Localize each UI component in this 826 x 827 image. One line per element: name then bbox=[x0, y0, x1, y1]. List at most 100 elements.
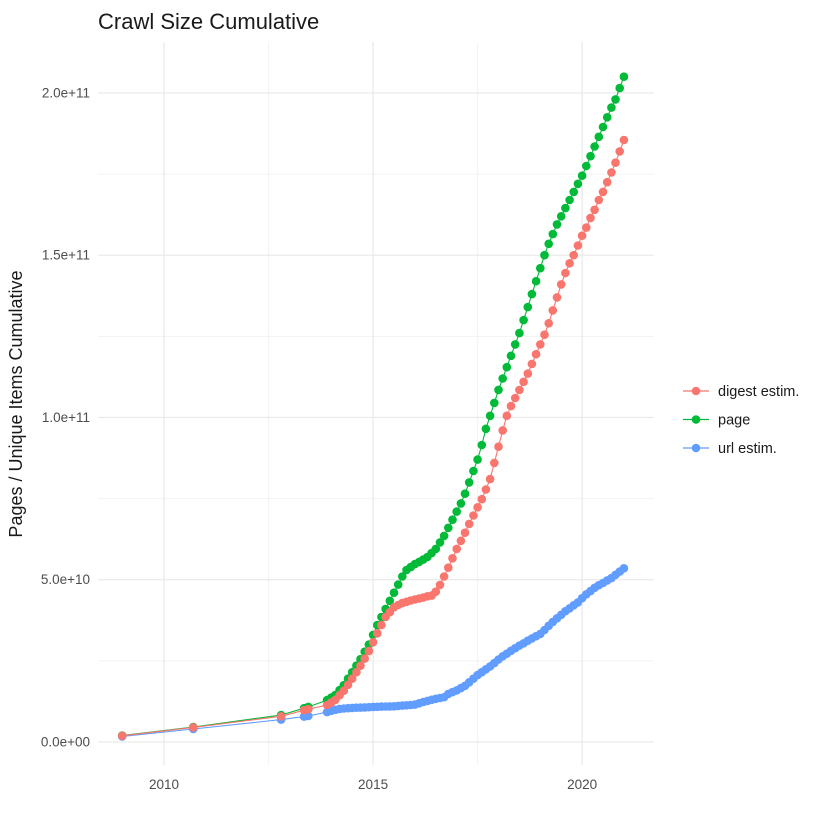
data-point-page bbox=[607, 103, 616, 112]
y-tick-label: 1.0e+11 bbox=[42, 410, 90, 425]
data-point-page bbox=[611, 95, 620, 104]
data-point-digest-estim bbox=[452, 544, 462, 554]
data-point-digest-estim bbox=[117, 731, 127, 741]
data-point-digest-estim bbox=[464, 519, 474, 529]
data-point-digest-estim bbox=[373, 629, 382, 638]
data-point-digest-estim bbox=[460, 528, 470, 537]
data-point-page bbox=[615, 83, 624, 93]
data-point-page bbox=[552, 220, 562, 229]
data-point-page bbox=[565, 195, 574, 205]
data-point-page bbox=[393, 580, 403, 589]
x-tick-label: 2015 bbox=[358, 777, 388, 792]
legend-label: page bbox=[718, 413, 750, 429]
data-point-digest-estim bbox=[531, 349, 541, 359]
data-point-page bbox=[519, 315, 528, 325]
data-point-page bbox=[506, 351, 516, 361]
data-point-digest-estim bbox=[477, 494, 487, 504]
data-point-page bbox=[469, 466, 478, 476]
data-point-digest-estim bbox=[536, 340, 545, 349]
data-point-digest-estim bbox=[360, 654, 370, 663]
data-point-digest-estim bbox=[498, 426, 508, 435]
data-point-page bbox=[515, 328, 524, 338]
y-tick-label: 1.5e+11 bbox=[42, 248, 90, 263]
y-tick-label: 0.0e+00 bbox=[41, 734, 90, 749]
data-point-digest-estim bbox=[356, 661, 365, 670]
data-point-digest-estim bbox=[602, 177, 612, 187]
data-point-page bbox=[598, 122, 608, 132]
data-point-digest-estim bbox=[598, 187, 608, 197]
data-point-digest-estim bbox=[565, 259, 574, 268]
data-point-digest-estim bbox=[435, 580, 445, 590]
data-point-digest-estim bbox=[611, 158, 620, 167]
data-point-digest-estim bbox=[343, 680, 353, 690]
data-point-digest-estim bbox=[515, 385, 524, 395]
data-point-digest-estim bbox=[615, 147, 624, 156]
data-point-page bbox=[619, 72, 629, 81]
data-point-page bbox=[594, 132, 604, 142]
data-point-digest-estim bbox=[619, 135, 629, 145]
data-point-page bbox=[569, 187, 578, 197]
data-point-digest-estim bbox=[456, 536, 466, 546]
data-point-digest-estim bbox=[561, 268, 570, 278]
legend-key-point bbox=[691, 386, 701, 396]
data-point-digest-estim bbox=[494, 442, 503, 452]
chart-title: Crawl Size Cumulative bbox=[98, 9, 319, 34]
data-point-digest-estim bbox=[552, 293, 562, 302]
data-point-page bbox=[452, 507, 462, 516]
data-point-digest-estim bbox=[431, 587, 441, 596]
data-point-digest-estim bbox=[481, 485, 491, 494]
data-point-digest-estim bbox=[473, 503, 482, 512]
data-point-page bbox=[460, 489, 470, 499]
data-point-digest-estim bbox=[607, 168, 616, 177]
legend-key-point bbox=[691, 415, 701, 424]
data-point-page bbox=[531, 276, 541, 286]
data-point-digest-estim bbox=[582, 223, 591, 232]
data-point-digest-estim bbox=[540, 330, 549, 340]
series-points-digest-estim bbox=[117, 135, 629, 741]
data-point-digest-estim bbox=[352, 667, 361, 677]
legend: digest estim. page url estim. bbox=[683, 384, 799, 457]
data-point-page bbox=[389, 588, 399, 597]
data-point-digest-estim bbox=[368, 638, 378, 647]
data-point-digest-estim bbox=[469, 511, 478, 520]
data-point-digest-estim bbox=[444, 563, 453, 572]
data-point-digest-estim bbox=[586, 213, 595, 223]
data-point-page bbox=[385, 596, 395, 606]
data-point-url-estim bbox=[619, 564, 629, 573]
data-point-page bbox=[398, 572, 407, 581]
data-point-page bbox=[477, 440, 487, 450]
data-point-digest-estim bbox=[594, 195, 604, 205]
legend-item-page: page bbox=[683, 413, 750, 429]
data-point-page bbox=[456, 499, 466, 508]
data-point-page bbox=[556, 212, 566, 221]
data-point-digest-estim bbox=[527, 359, 537, 369]
data-point-digest-estim bbox=[573, 241, 583, 250]
data-point-digest-estim bbox=[377, 620, 386, 630]
y-tick-label: 2.0e+11 bbox=[42, 85, 90, 100]
data-point-page bbox=[464, 478, 474, 487]
data-point-digest-estim bbox=[569, 250, 578, 260]
data-point-page bbox=[536, 263, 545, 273]
data-point-digest-estim bbox=[590, 205, 599, 215]
data-point-page bbox=[523, 302, 533, 312]
data-point-page bbox=[435, 538, 445, 547]
data-point-page bbox=[548, 229, 558, 239]
data-point-digest-estim bbox=[189, 723, 198, 732]
data-point-page bbox=[448, 515, 457, 524]
data-point-page bbox=[590, 142, 599, 151]
x-tick-label: 2020 bbox=[567, 777, 597, 792]
y-axis-tick-labels: 0.0e+00 5.0e+10 1.0e+11 1.5e+11 2.0e+11 bbox=[41, 85, 90, 749]
data-point-page bbox=[490, 398, 499, 408]
data-point-digest-estim bbox=[523, 369, 533, 378]
gridlines-minor bbox=[98, 42, 654, 765]
y-axis-title: Pages / Unique Items Cumulative bbox=[6, 270, 26, 537]
data-point-page bbox=[586, 151, 595, 161]
data-point-digest-estim bbox=[485, 474, 495, 484]
data-point-digest-estim bbox=[506, 401, 516, 411]
data-point-digest-estim bbox=[304, 704, 313, 714]
data-point-digest-estim bbox=[439, 572, 449, 581]
data-point-page bbox=[431, 544, 441, 554]
data-point-page bbox=[498, 374, 508, 383]
